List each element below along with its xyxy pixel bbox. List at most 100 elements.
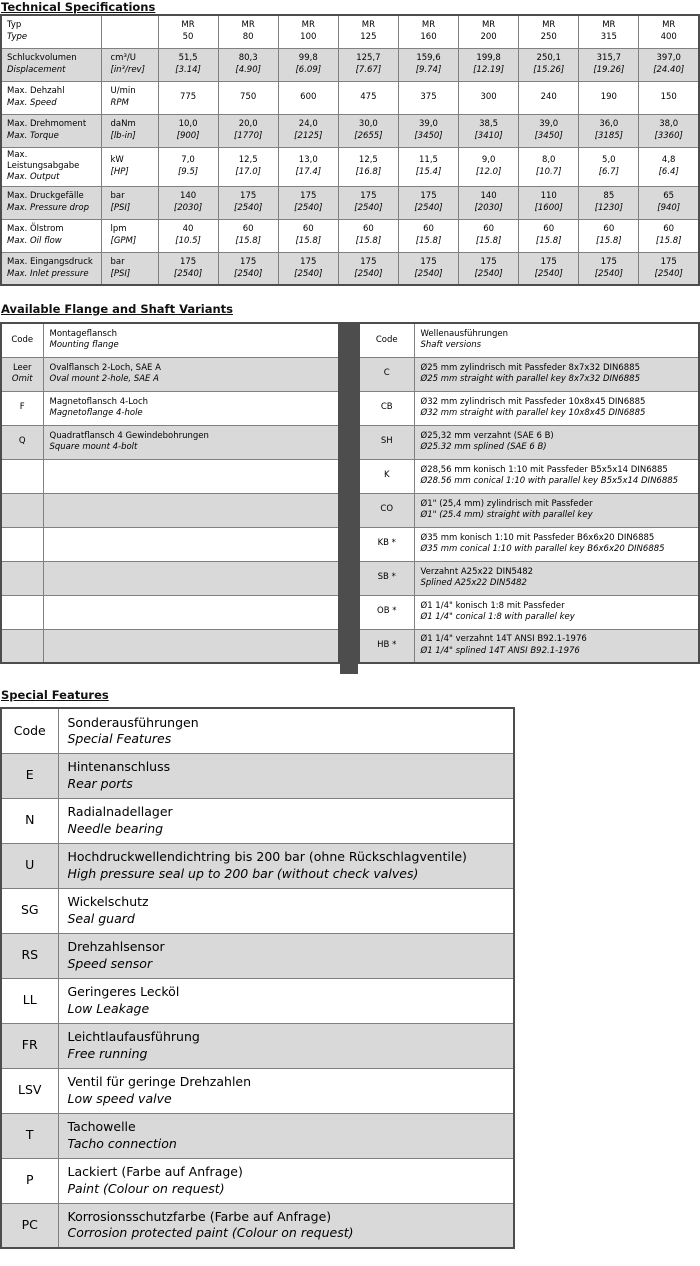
value-line: 10,0 [178,119,198,130]
code-cell: CO [358,492,415,528]
table-row: Code Montageflansch Mounting flange [0,322,340,358]
spec-value-cell: 250,1 [15.26] [518,47,580,82]
value-line: [17.4] [295,166,322,177]
spec-value-cell: MR 80 [217,14,279,49]
description-en: Free running [67,1045,148,1061]
value-line: [10.5] [175,235,201,246]
value-line: 250 [540,31,557,42]
description-en: Corrosion protected paint (Colour on req… [67,1225,354,1241]
value-line: 400 [660,31,677,42]
spec-value-cell: 11,5 [15.4] [397,146,460,187]
table-row [0,492,340,528]
code-label: PC [21,1217,38,1233]
unit-en: [lb-in] [110,130,136,141]
value-line: 60 [543,224,555,235]
value-line: 475 [360,91,377,102]
value-line: 160 [420,31,437,42]
table-row: C Ø25 mm zylindrisch mit Passfeder 8x7x32… [358,356,700,392]
value-line: 175 [360,191,377,202]
table-row: Leer Omit Ovalflansch 2-Loch, SAE A Oval mo… [0,356,340,392]
description-cell: Leichtlaufausführung Free running [57,1022,515,1069]
spec-value-cell: 750 [217,80,279,115]
code-de: F [19,402,25,413]
value-line: [940] [657,202,681,213]
spec-value-cell: 175 [2540] [217,185,279,220]
value-line: [10.7] [535,166,562,177]
table-row: LSV Ventil für geringe Drehzahlen Low spee… [0,1067,515,1114]
value-line: [2030] [173,202,203,213]
label-en: Max. Output [7,172,60,183]
description-cell [42,492,340,528]
spec-value-cell: MR 125 [337,14,399,49]
code-de: SH [380,436,393,447]
value-line: [900] [176,130,200,141]
spec-value-cell: 9,0 [12.0] [458,146,520,187]
unit-de: daNm [110,119,136,130]
table-row: Max. Leistungsabgabe Max. Output kW [HP] 7,0… [0,146,700,187]
unit-de: lpm [110,224,127,235]
value-line: MR [602,20,616,31]
spec-value-cell: 175 [2540] [157,251,219,286]
description-de: Geringeres Lecköl [67,984,180,1000]
value-line: 4,8 [661,155,676,166]
description-de: Quadratflansch 4 Gewindebohrungen [49,430,209,441]
description-de: Ø25,32 mm verzahnt (SAE 6 B) [420,430,554,441]
value-line: MR [181,20,195,31]
value-line: 9,0 [481,155,496,166]
value-line: [2540] [414,202,443,213]
code-de: OB * [377,606,397,617]
spec-value-cell: 150 [638,80,700,115]
value-line: [2655] [354,130,383,141]
description-cell: Ventil für geringe Drehzahlen Low speed v… [57,1067,515,1114]
value-line: 600 [300,91,317,102]
description-de: Wellenausführungen [420,328,509,339]
value-line: 200 [480,31,497,42]
value-line: [3410] [474,130,503,141]
description-cell: Ø25 mm zylindrisch mit Passfeder 8x7x32 … [413,356,700,392]
description-en: Shaft versions [420,340,482,351]
value-line: 30,0 [358,119,378,130]
code-cell: Q [0,424,44,460]
value-line: 100 [300,31,317,42]
description-de: Verzahnt A25x22 DIN5482 [420,566,534,577]
code-cell [0,628,44,664]
spec-value-cell: MR 315 [578,14,640,49]
table-row: SB * Verzahnt A25x22 DIN5482 Splined A25x2… [358,560,700,596]
code-label: P [25,1172,34,1188]
value-line: [19.26] [593,64,625,75]
spec-value-cell: 175 [2540] [277,185,339,220]
spec-value-cell: 125,7 [7.67] [337,47,399,82]
value-line: [3450] [414,130,443,141]
spec-value-cell: 175 [2540] [337,251,399,286]
value-line: 8,0 [541,155,556,166]
table-row [0,560,340,596]
spec-value-cell: 99,8 [6.09] [277,47,339,82]
value-line: 13,0 [298,155,318,166]
spec-value-cell: 39,0 [3450] [397,113,460,148]
code-cell: KB * [358,526,415,562]
table-row: K Ø28,56 mm konisch 1:10 mit Passfeder B5… [358,458,700,494]
spec-value-cell: 175 [2540] [638,251,700,286]
value-line: MR [421,20,436,31]
value-line: [15.8] [235,235,261,246]
value-line: 175 [660,257,677,268]
label-en: Max. Oil flow [7,235,62,246]
value-line: 51,5 [178,53,198,64]
special-features-table: Code Sonderausführungen Special Features E H… [0,707,515,1249]
spec-unit-cell: U/min RPM [100,80,159,115]
value-line: 175 [360,257,377,268]
description-cell: Wellenausführungen Shaft versions [413,322,700,358]
value-line: 250,1 [536,53,561,64]
value-line: [12.0] [475,166,502,177]
value-line: [24.40] [653,64,685,75]
spec-value-cell: 60 [15.8] [277,218,339,253]
description-de: Ø32 mm zylindrisch mit Passfeder 10x8x45… [420,396,646,407]
description-de: Hochdruckwellendichtring bis 200 bar (oh… [67,849,467,865]
value-line: 199,8 [476,53,501,64]
description-cell: Ø1" (25,4 mm) zylindrisch mit Passfeder Ø… [413,492,700,528]
spec-value-cell: 600 [277,80,339,115]
value-line: [2540] [354,268,383,279]
code-cell: K [358,458,415,494]
value-line: 175 [480,257,497,268]
code-cell: C [358,356,415,392]
